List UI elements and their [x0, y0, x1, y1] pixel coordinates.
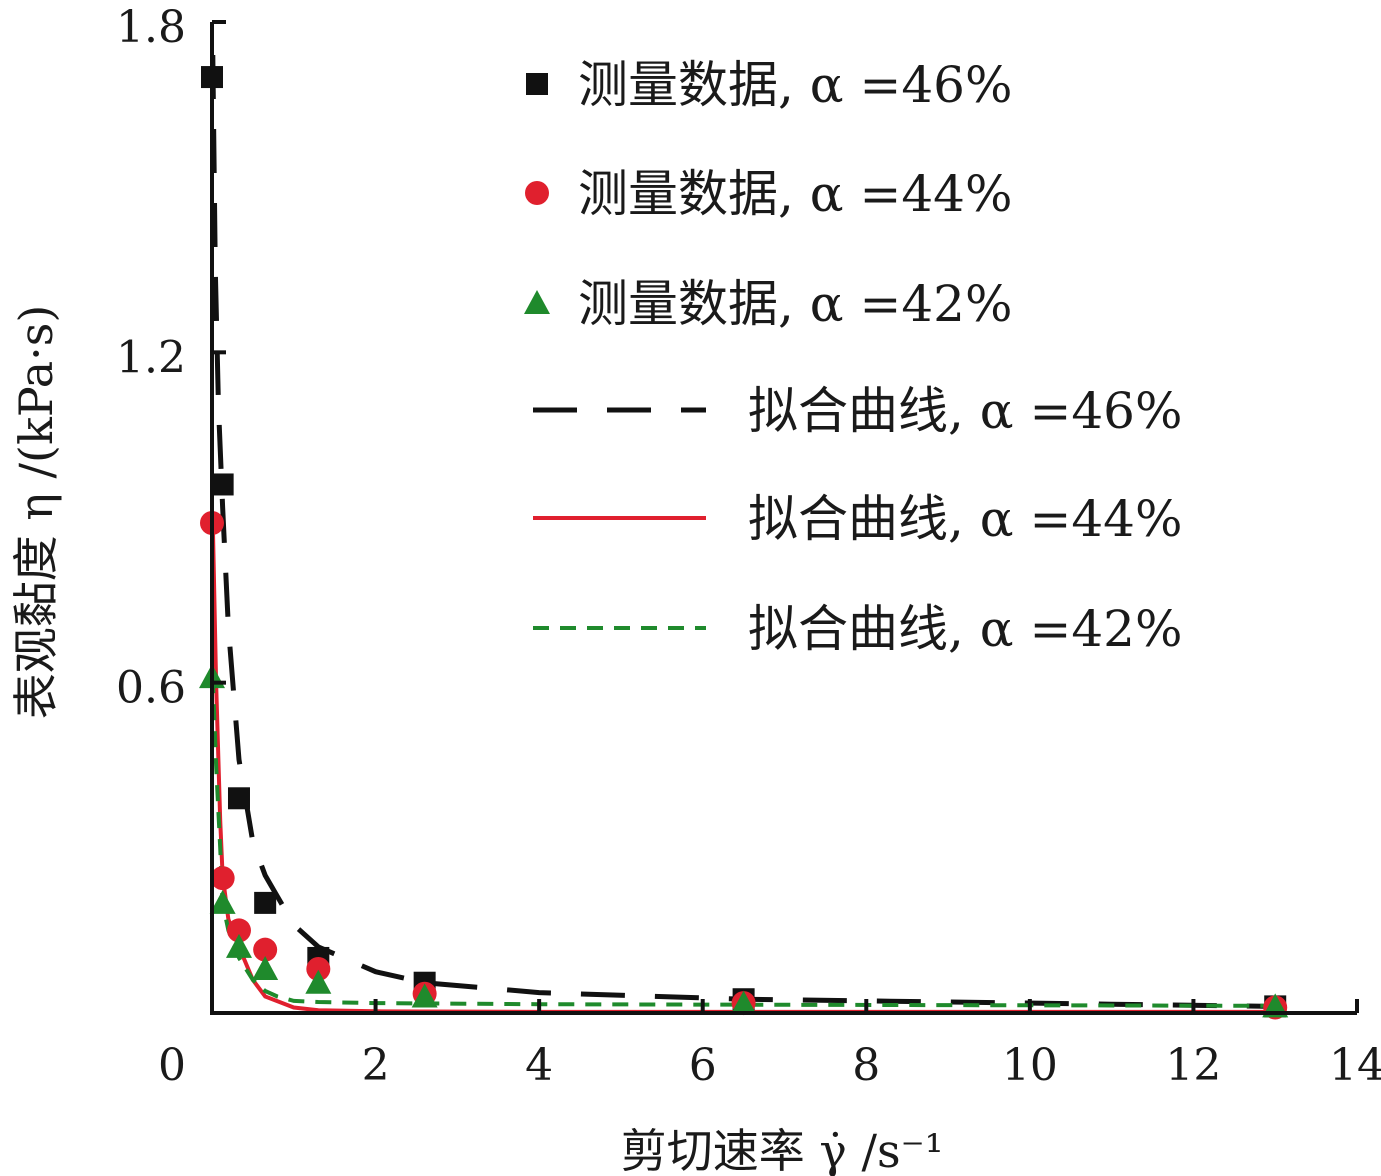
- legend-item: 测量数据, α =46%: [526, 56, 1012, 114]
- y-ticks: 0.6 1.2 1.8: [116, 2, 226, 714]
- x-tick-label: 12: [1165, 1040, 1221, 1091]
- data-point: [306, 956, 331, 981]
- series-2: [199, 664, 1289, 1018]
- data-point: [411, 983, 438, 1008]
- data-point: [209, 889, 236, 914]
- y-tick-label: 1.2: [116, 332, 186, 383]
- data-point: [227, 787, 250, 810]
- legend-item: 拟合曲线, α =46%: [533, 382, 1182, 440]
- data-point: [210, 866, 235, 891]
- legend-label: 拟合曲线, α =46%: [748, 382, 1182, 440]
- series-5: [210, 677, 1276, 1008]
- legend-swatch: [526, 73, 548, 95]
- fit-line: [210, 522, 1276, 1014]
- series-3: [210, 54, 1276, 1009]
- data-point: [225, 933, 252, 958]
- data-point: [252, 955, 279, 980]
- x-tick-label: 8: [852, 1040, 880, 1091]
- axes: 0 2 4 6 8 10 12 14 0.6 1.2 1.8: [116, 2, 1381, 1091]
- series-1: [200, 511, 1288, 1020]
- x-tick-label: 14: [1329, 1040, 1381, 1091]
- legend-item: 测量数据, α =42%: [524, 275, 1012, 333]
- data-point: [211, 473, 234, 496]
- x-tick-label: 0: [158, 1040, 186, 1091]
- data-point: [730, 990, 757, 1015]
- x-tick-label: 10: [1002, 1040, 1058, 1091]
- legend-swatch: [525, 181, 549, 205]
- data-point: [254, 891, 277, 914]
- y-tick-label: 0.6: [116, 663, 186, 714]
- fit-line: [210, 54, 1276, 1009]
- x-tick-label: 2: [362, 1040, 390, 1091]
- legend-item: 测量数据, α =44%: [525, 165, 1012, 223]
- x-tick-label: 4: [525, 1040, 553, 1091]
- y-tick-label: 1.8: [116, 2, 186, 53]
- data-point: [305, 969, 332, 994]
- legend-label: 测量数据, α =46%: [578, 56, 1012, 114]
- legend: 测量数据, α =46% 测量数据, α =44% 测量数据, α =42% 拟合曲线…: [524, 56, 1182, 658]
- legend-label: 拟合曲线, α =44%: [748, 490, 1182, 548]
- legend-item: 拟合曲线, α =44%: [533, 490, 1182, 548]
- fit-line: [210, 677, 1276, 1008]
- legend-label: 拟合曲线, α =42%: [748, 600, 1182, 658]
- legend-swatch: [524, 290, 550, 314]
- legend-label: 测量数据, α =44%: [578, 165, 1012, 223]
- x-ticks: 0 2 4 6 8 10 12 14: [158, 999, 1381, 1091]
- data-point: [253, 937, 278, 962]
- y-axis-title: 表观黏度 η /(kPa·s): [9, 305, 63, 720]
- series-4: [210, 522, 1276, 1014]
- x-tick-label: 6: [689, 1040, 717, 1091]
- x-axis-title: 剪切速率 γ̇ /s⁻¹: [621, 1124, 944, 1176]
- legend-item: 拟合曲线, α =42%: [533, 600, 1182, 658]
- data-point: [226, 918, 251, 943]
- legend-label: 测量数据, α =42%: [578, 275, 1012, 333]
